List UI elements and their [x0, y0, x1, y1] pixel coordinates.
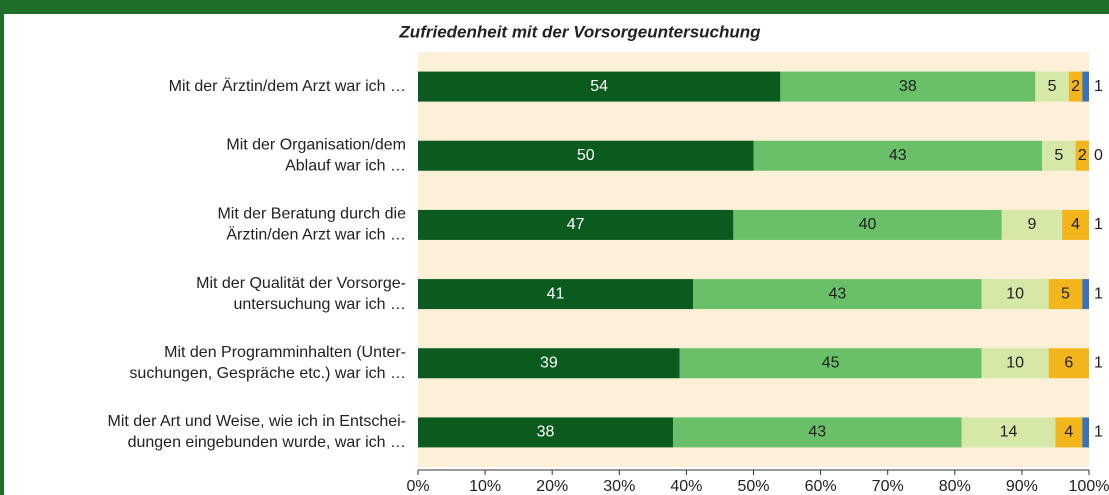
value-label: 43	[828, 285, 846, 302]
value-label: 5	[1061, 285, 1070, 302]
bar-segment	[1082, 279, 1089, 310]
bar-segment	[672, 417, 962, 448]
value-label: 4	[1064, 424, 1073, 441]
x-tick-label: 40%	[670, 478, 702, 495]
value-label: 2	[1078, 147, 1087, 164]
bar-segment	[418, 71, 781, 102]
bar-segment	[1042, 140, 1076, 171]
category-label: Ärztin/den Arzt war ich …	[226, 226, 406, 244]
category-label: Mit der Beratung durch die	[217, 206, 406, 223]
value-label: 1	[1094, 78, 1103, 95]
bar-segment	[418, 348, 680, 379]
bar-segment	[1048, 348, 1089, 379]
value-label: 41	[547, 285, 565, 302]
category-label: Mit der Qualität der Vorsorge-	[196, 275, 406, 292]
chart-title: Zufriedenheit mit der Vorsorgeuntersuchu…	[398, 22, 761, 41]
value-label: 45	[822, 354, 840, 371]
x-tick-label: 80%	[939, 478, 971, 495]
category-label: dungen eingebunden wurde, war ich …	[128, 434, 406, 451]
value-label: 39	[540, 354, 558, 371]
category-label: Ablauf war ich …	[285, 157, 406, 174]
bar-segment	[1075, 140, 1089, 171]
value-label: 1	[1094, 216, 1103, 233]
value-label: 10	[1006, 285, 1024, 302]
category-label: Mit den Programminhalten (Unter-	[164, 344, 406, 361]
bar-segment	[1062, 209, 1089, 240]
bar-segment	[733, 209, 1002, 240]
plot-area	[418, 52, 1089, 467]
bar-segment	[1001, 209, 1063, 240]
bar-segment	[1082, 417, 1089, 448]
value-label: 2	[1071, 78, 1080, 95]
x-tick-label: 60%	[805, 478, 837, 495]
value-label: 10	[1006, 354, 1024, 371]
category-label: untersuchung war ich …	[233, 296, 406, 313]
value-label: 5	[1048, 78, 1057, 95]
value-label: 1	[1094, 354, 1103, 371]
x-tick-label: 100%	[1069, 478, 1109, 495]
value-label: 0	[1094, 147, 1103, 164]
value-label: 38	[899, 78, 917, 95]
bars	[418, 71, 1089, 448]
value-label: 6	[1064, 354, 1073, 371]
x-tick-label: 70%	[872, 478, 904, 495]
value-label: 4	[1071, 216, 1080, 233]
category-label: Mit der Organisation/dem	[226, 136, 406, 153]
bar-segment	[1035, 71, 1069, 102]
bar-segment	[693, 279, 982, 310]
bar-segment	[679, 348, 982, 379]
bar-segment	[981, 279, 1049, 310]
value-label: 14	[1000, 424, 1018, 441]
value-label: 47	[567, 216, 585, 233]
value-label: 5	[1054, 147, 1063, 164]
value-label: 43	[889, 147, 907, 164]
value-label: 38	[537, 424, 555, 441]
value-label: 50	[577, 147, 595, 164]
bar-segment	[1048, 279, 1083, 310]
value-label: 1	[1094, 424, 1103, 441]
bar-segment	[418, 209, 734, 240]
bar-segment	[418, 417, 673, 448]
category-label: Mit der Ärztin/dem Arzt war ich …	[169, 77, 406, 95]
value-label: 40	[859, 216, 877, 233]
bar-segment	[418, 140, 754, 171]
bar-segment	[753, 140, 1043, 171]
top-bar	[0, 0, 1109, 14]
value-label: 54	[590, 78, 608, 95]
bar-segment	[981, 348, 1049, 379]
bar-segment	[1055, 417, 1083, 448]
left-border	[0, 0, 4, 495]
bar-segment	[961, 417, 1056, 448]
category-label: suchungen, Gespräche etc.) war ich …	[129, 365, 406, 382]
bar-segment	[1082, 71, 1089, 102]
x-tick-label: 90%	[1006, 478, 1038, 495]
bar-segment	[1068, 71, 1083, 102]
value-label: 1	[1094, 285, 1103, 302]
value-label: 43	[808, 424, 826, 441]
x-tick-label: 0%	[406, 478, 429, 495]
x-tick-label: 30%	[603, 478, 635, 495]
bar-segment	[780, 71, 1036, 102]
x-tick-label: 10%	[469, 478, 501, 495]
category-label: Mit der Art und Weise, wie ich in Entsch…	[108, 413, 407, 430]
x-tick-label: 20%	[536, 478, 568, 495]
bar-segment	[418, 279, 694, 310]
x-tick-label: 50%	[737, 478, 769, 495]
value-label: 9	[1028, 216, 1037, 233]
